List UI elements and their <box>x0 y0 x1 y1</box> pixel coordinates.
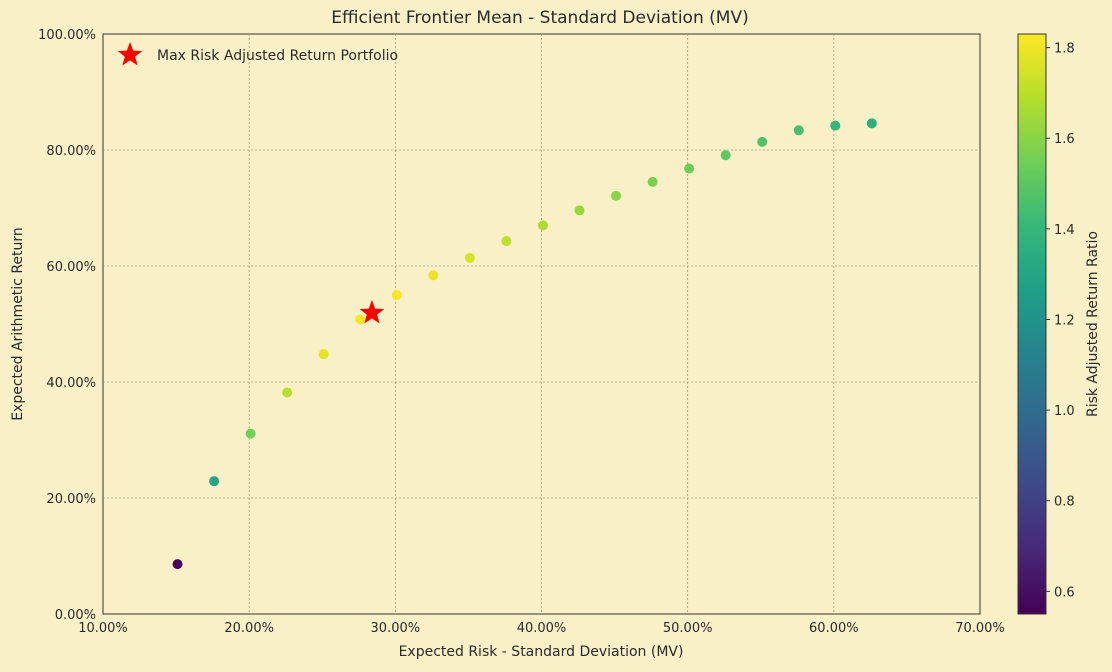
max-risk-adjusted-star-marker <box>359 299 385 324</box>
max-risk-adjusted-star <box>359 299 385 324</box>
scatter-point <box>684 163 695 174</box>
colorbar-tick-label: 1.2 <box>1054 313 1075 328</box>
x-axis-label: Expected Risk - Standard Deviation (MV) <box>399 644 684 660</box>
chart-title: Efficient Frontier Mean - Standard Devia… <box>331 8 748 28</box>
colorbar-tick-label: 1.4 <box>1054 223 1075 238</box>
grid <box>103 34 980 614</box>
scatter-point <box>464 252 475 263</box>
scatter-point <box>245 428 256 439</box>
scatter-point <box>830 120 841 131</box>
scatter-points <box>172 118 877 570</box>
x-tick-label: 40.00% <box>517 621 567 636</box>
y-tick-label: 80.00% <box>46 144 96 159</box>
scatter-point <box>611 190 622 201</box>
scatter-point <box>428 270 439 281</box>
scatter-point <box>391 290 402 300</box>
legend-star-icon <box>117 42 143 66</box>
colorbar-tick-label: 1.8 <box>1054 42 1075 57</box>
x-axis-ticks: 10.00% 20.00% 30.00% 40.00% 50.00% 60.00% 70.0… <box>78 621 1005 636</box>
scatter-point <box>355 314 366 325</box>
x-tick-label: 30.00% <box>371 621 421 636</box>
colorbar-ticks: 0.6 0.8 1.0 1.2 1.4 1.6 1.8 <box>1046 42 1075 600</box>
y-tick-label: 60.00% <box>46 260 96 275</box>
x-tick-label: 70.00% <box>955 621 1005 636</box>
x-tick-label: 50.00% <box>663 621 713 636</box>
y-axis-label: Expected Arithmetic Return <box>10 227 26 421</box>
colorbar-tick-label: 1.0 <box>1054 404 1075 419</box>
scatter-point <box>793 125 804 136</box>
colorbar-label: Risk Adjusted Return Ratio <box>1085 231 1101 417</box>
x-tick-label: 60.00% <box>809 621 859 636</box>
scatter-point <box>282 387 293 398</box>
legend: Max Risk Adjusted Return Portfolio <box>117 42 398 66</box>
scatter-point <box>866 118 877 129</box>
legend-label: Max Risk Adjusted Return Portfolio <box>157 48 398 64</box>
x-tick-label: 10.00% <box>78 621 128 636</box>
scatter-point <box>647 176 658 187</box>
scatter-point <box>209 476 220 487</box>
y-tick-label: 0.00% <box>55 608 96 623</box>
scatter-point <box>574 205 585 216</box>
x-tick-label: 20.00% <box>224 621 274 636</box>
y-axis-ticks: 0.00% 20.00% 40.00% 60.00% 80.00% 100.00% <box>38 28 96 623</box>
scatter-point <box>318 349 329 360</box>
colorbar-tick-label: 0.6 <box>1054 585 1075 600</box>
scatter-point <box>537 220 548 231</box>
scatter-point <box>757 136 768 147</box>
y-tick-label: 40.00% <box>46 376 96 391</box>
colorbar <box>1017 33 1047 615</box>
y-tick-label: 20.00% <box>46 492 96 507</box>
colorbar-tick-label: 0.8 <box>1054 495 1075 510</box>
scatter-point <box>720 150 731 161</box>
colorbar-tick-label: 1.6 <box>1054 132 1075 147</box>
scatter-point <box>501 236 512 247</box>
scatter-point <box>172 559 183 570</box>
y-tick-label: 100.00% <box>38 28 96 43</box>
